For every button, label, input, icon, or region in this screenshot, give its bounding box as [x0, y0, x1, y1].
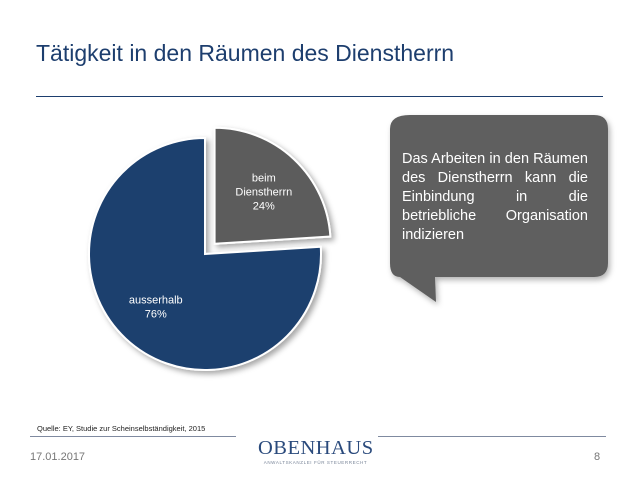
footer-divider-right: [378, 436, 606, 437]
footer-divider-left: [30, 436, 236, 437]
callout-bubble-shape: [390, 115, 608, 302]
pie-data-label: beim: [252, 172, 276, 184]
logo-tagline: ANWALTSKANZLEI FÜR STEUERRECHT: [263, 460, 368, 465]
pie-data-label: ausserhalb: [129, 294, 183, 306]
pie-slice-beim-dienstherrn: [213, 126, 332, 245]
pie-slices: [88, 126, 332, 371]
callout-text: Das Arbeiten in den Räumen des Diensther…: [402, 151, 588, 243]
pie-data-label: Dienstherrn: [235, 186, 292, 198]
footer-date: 17.01.2017: [30, 451, 86, 463]
speech-bubble: [390, 115, 608, 302]
slide-title: Tätigkeit in den Räumen des Dienstherrn: [36, 40, 455, 66]
pie-labels: beim Dienstherrn 24% ausserhalb 76%: [129, 172, 292, 320]
pie-slice-ausserhalb: [88, 136, 322, 371]
source-note: Quelle: EY, Studie zur Scheinselbständig…: [37, 424, 206, 433]
pie-data-label: 76%: [145, 308, 167, 320]
logo-wordmark: OBENHAUS: [258, 437, 374, 459]
title-divider: [36, 96, 603, 97]
pie-data-label: 24%: [253, 200, 275, 212]
company-logo: OBENHAUS ANWALTSKANZLEI FÜR STEUERRECHT: [258, 437, 373, 469]
page-number: 8: [594, 451, 601, 463]
